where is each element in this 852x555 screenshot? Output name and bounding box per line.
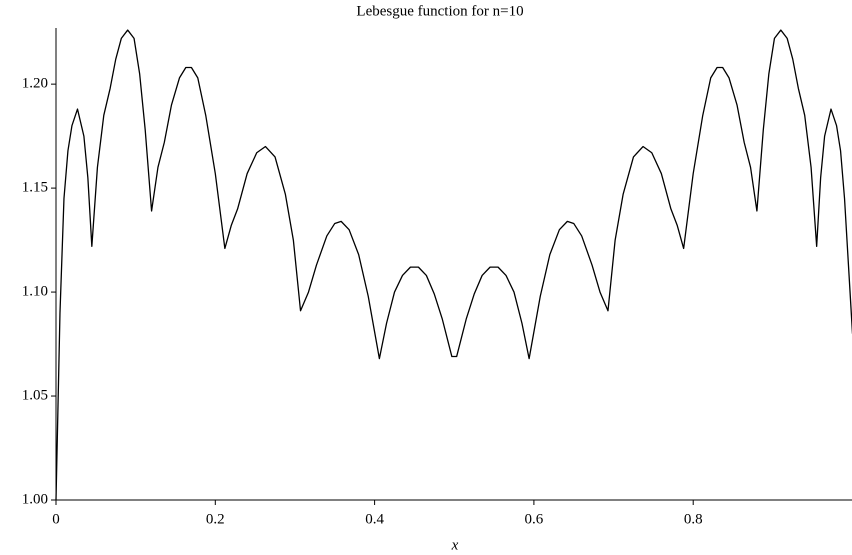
y-tick-label: 1.05 [22,387,48,403]
chart-title: Lebesgue function for n=10 [356,3,523,19]
y-tick-label: 1.00 [22,491,48,507]
y-tick-label: 1.15 [22,180,48,196]
y-tick-label: 1.20 [22,76,48,92]
x-axis-label: x [451,537,459,553]
x-tick-label: 0.2 [206,511,225,527]
x-tick-label: 0.4 [365,511,384,527]
x-tick-label: 0.6 [525,511,544,527]
x-tick-label: 0 [52,511,60,527]
data-line [55,29,852,501]
x-tick-label: 0.8 [684,511,703,527]
y-tick-label: 1.10 [22,284,48,300]
